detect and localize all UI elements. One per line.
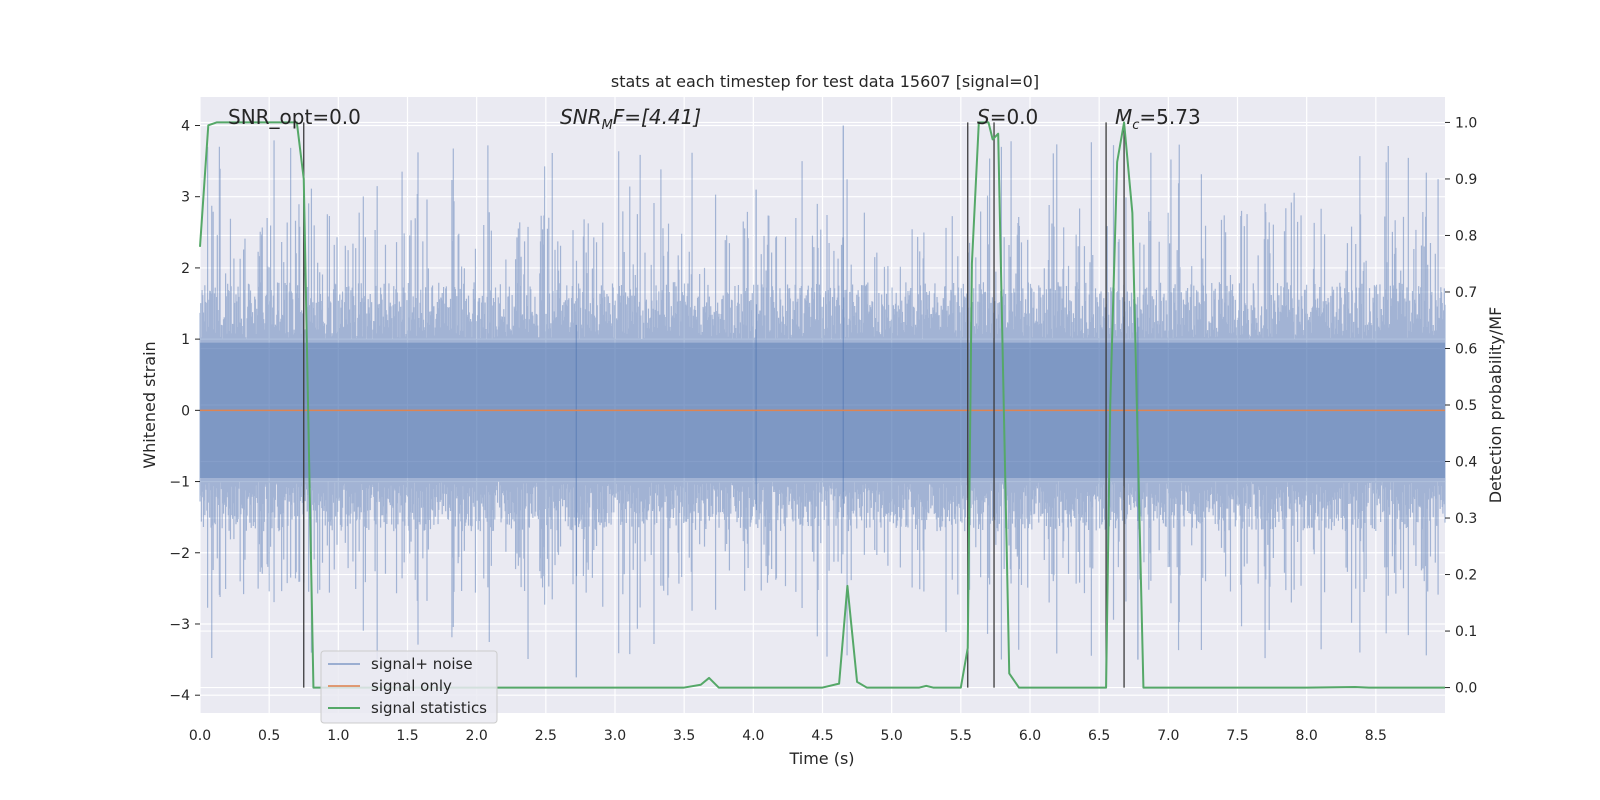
y-tick-label-6: −2: [169, 546, 190, 562]
x-tick-label-1: 0.5: [258, 728, 280, 744]
x-tick-label-12: 6.0: [1019, 728, 1041, 744]
x-tick-label-0: 0.0: [189, 728, 211, 744]
legend-label-signal-only: signal only: [371, 677, 452, 695]
x-tick-label-7: 3.5: [673, 728, 695, 744]
y-tick-label-5: −1: [169, 475, 190, 491]
y-right-tick-label-2: 0.8: [1455, 228, 1477, 244]
annotation-s-main: S: [977, 105, 990, 129]
legend-label-signal-noise: signal+ noise: [371, 655, 473, 673]
series-signal-statistics: [199, 121, 1445, 689]
annotation-snr-mf-main: SNR: [560, 105, 602, 129]
y-axis-right: 1.0 0.9 0.8 0.7 0.6 0.5 0.4 0.3 0.2 0.1 0.0: [1445, 115, 1477, 697]
x-tick-label-14: 7.0: [1157, 728, 1179, 744]
x-tick-label-6: 3.0: [604, 728, 626, 744]
y-tick-label-3: 1: [181, 332, 190, 348]
y-tick-label-2: 2: [181, 261, 190, 277]
y-right-tick-label-8: 0.2: [1455, 568, 1477, 584]
y-right-tick-label-1: 0.9: [1455, 172, 1477, 188]
annotation-s-tail: =0.0: [990, 105, 1039, 129]
x-tick-label-16: 8.0: [1296, 728, 1318, 744]
y-tick-label-4: 0: [181, 403, 190, 419]
y-right-tick-label-7: 0.3: [1455, 511, 1477, 527]
noise-trace: [199, 140, 1446, 660]
y-tick-label-0: 4: [181, 118, 190, 134]
x-tick-label-3: 1.5: [396, 728, 418, 744]
x-axis-label: Time (s): [788, 749, 854, 768]
x-tick-label-2: 1.0: [327, 728, 349, 744]
y-axis-right-label: Detection probability/MF: [1486, 307, 1505, 504]
y-tick-label-1: 3: [181, 190, 190, 206]
y-axis-label: Whitened strain: [140, 341, 159, 468]
x-tick-label-11: 5.5: [950, 728, 972, 744]
x-tick-label-17: 8.5: [1365, 728, 1387, 744]
x-tick-label-5: 2.5: [535, 728, 557, 744]
legend-label-signal-statistics: signal statistics: [371, 699, 487, 717]
annotation-mc: Mc=5.73: [1115, 105, 1201, 133]
y-axis-left: 4 3 2 1 0 −1 −2 −3 −4: [169, 118, 200, 704]
annotation-snr-mf: SNRMF=[4.41]: [560, 105, 701, 133]
y-right-tick-label-9: 0.1: [1455, 624, 1477, 640]
annotation-mc-tail: =5.73: [1139, 105, 1200, 129]
annotation-mc-sub: c: [1132, 118, 1139, 133]
annotation-snr-mf-tail: F=[4.41]: [613, 105, 701, 129]
y-right-tick-label-5: 0.5: [1455, 398, 1477, 414]
y-tick-label-8: −4: [169, 688, 190, 704]
annotation-snr-opt: SNR_opt=0.0: [228, 105, 361, 129]
y-right-tick-label-3: 0.7: [1455, 285, 1477, 301]
y-tick-label-7: −3: [169, 617, 190, 633]
x-tick-label-8: 4.0: [742, 728, 764, 744]
annotation-s: S=0.0: [977, 105, 1038, 129]
grid: [199, 97, 1445, 713]
annotations: SNR_opt=0.0 SNRMF=[4.41] S=0.0 Mc=5.73: [228, 105, 1201, 133]
x-tick-label-15: 7.5: [1226, 728, 1248, 744]
y-right-tick-label-0: 1.0: [1455, 115, 1477, 131]
chart-title: stats at each timestep for test data 156…: [611, 72, 1039, 91]
legend: signal+ noise signal only signal statist…: [320, 650, 498, 724]
x-tick-label-9: 4.5: [811, 728, 833, 744]
annotation-snr-mf-sub: M: [602, 118, 613, 133]
signal-statistics-line: [199, 121, 1445, 689]
x-tick-label-4: 2.0: [466, 728, 488, 744]
y-right-tick-label-4: 0.6: [1455, 341, 1477, 357]
x-tick-label-10: 5.0: [881, 728, 903, 744]
x-axis: 0.0 0.5 1.0 1.5 2.0 2.5 3.0 3.5 4.0 4.5 5.0 5.5 6.0 6…: [189, 728, 1387, 744]
legend-box: [320, 650, 498, 724]
annotation-mc-main: M: [1115, 105, 1132, 129]
y-right-tick-label-10: 0.0: [1455, 681, 1477, 697]
y-right-tick-label-6: 0.4: [1455, 455, 1477, 471]
x-tick-label-13: 6.5: [1088, 728, 1110, 744]
